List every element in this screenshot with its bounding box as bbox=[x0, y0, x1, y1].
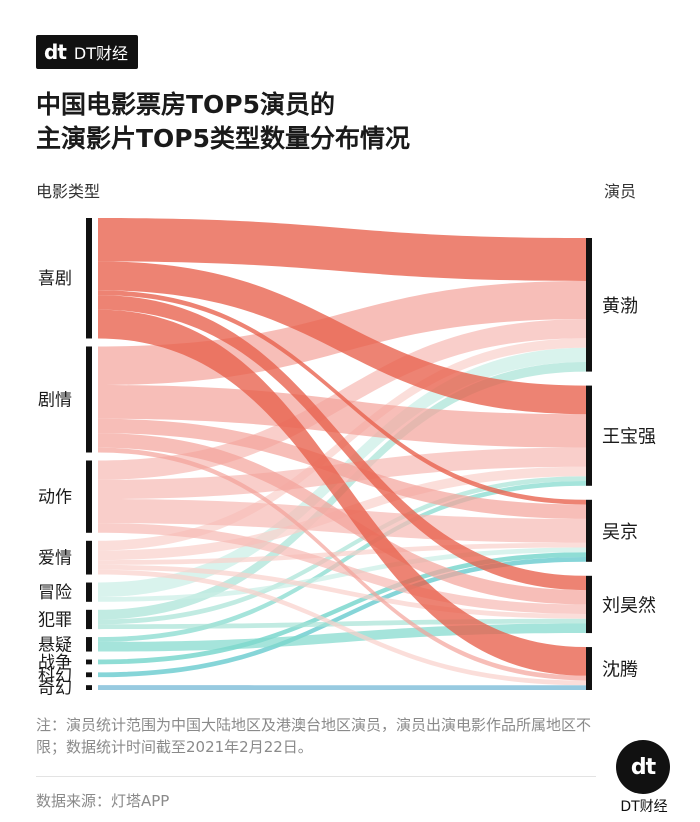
category-bar-科幻 bbox=[86, 672, 92, 678]
category-label: 科幻 bbox=[38, 666, 72, 686]
flow-科幻-吴京 bbox=[98, 557, 586, 678]
dt-logo-icon: dt bbox=[616, 740, 670, 794]
category-bar-喜剧 bbox=[86, 218, 92, 339]
brand-name: DT财经 bbox=[73, 44, 128, 63]
actor-bar-王宝强 bbox=[586, 385, 592, 486]
actor-label: 黄渤 bbox=[602, 296, 638, 317]
category-label: 冒险 bbox=[38, 583, 72, 603]
flow-爱情-刘昊然 bbox=[98, 564, 586, 619]
flow-动作-刘昊然 bbox=[98, 523, 586, 614]
category-label: 战争 bbox=[38, 653, 72, 673]
divider bbox=[36, 776, 596, 777]
flow-剧情-刘昊然 bbox=[98, 433, 586, 605]
category-bar-爱情 bbox=[86, 540, 92, 575]
category-label: 动作 bbox=[38, 488, 72, 508]
right-column-label: 演员 bbox=[604, 182, 637, 201]
flow-悬疑-王宝强 bbox=[98, 481, 586, 642]
category-bar-犯罪 bbox=[86, 609, 92, 630]
category-label: 爱情 bbox=[38, 549, 72, 569]
category-bar-战争 bbox=[86, 659, 92, 665]
flow-喜剧-沈腾 bbox=[98, 309, 586, 676]
flow-爱情-沈腾 bbox=[98, 569, 586, 686]
footnote: 注：演员统计范围为中国大陆地区及港澳台地区演员，演员出演电影作品所属地区不限；数… bbox=[36, 716, 592, 756]
actor-label: 吴京 bbox=[602, 522, 638, 543]
logo-text: DT财经 bbox=[620, 799, 668, 815]
category-bar-奇幻 bbox=[86, 685, 92, 690]
actor-bar-吴京 bbox=[586, 499, 592, 562]
flows-layer bbox=[98, 218, 586, 690]
flow-剧情-沈腾 bbox=[98, 447, 586, 681]
category-bar-剧情 bbox=[86, 346, 92, 453]
flow-战争-吴京 bbox=[98, 552, 586, 665]
flow-喜剧-吴京 bbox=[98, 290, 586, 505]
category-label: 犯罪 bbox=[38, 610, 72, 630]
flow-剧情-王宝强 bbox=[98, 385, 586, 448]
title-line-2: 主演影片TOP5类型数量分布情况 bbox=[36, 124, 411, 153]
category-bar-动作 bbox=[86, 460, 92, 533]
nodes-layer bbox=[86, 218, 592, 690]
actor-label: 沈腾 bbox=[602, 660, 638, 681]
actor-bar-黄渤 bbox=[586, 238, 592, 372]
category-label: 剧情 bbox=[38, 390, 72, 410]
category-bar-冒险 bbox=[86, 582, 92, 602]
data-source: 数据来源：灯塔APP bbox=[36, 792, 170, 810]
chart-title: 中国电影票房TOP5演员的 主演影片TOP5类型数量分布情况 bbox=[36, 88, 410, 156]
flow-犯罪-王宝强 bbox=[98, 476, 586, 625]
actor-bar-沈腾 bbox=[586, 647, 592, 690]
flow-奇幻-沈腾 bbox=[98, 685, 586, 690]
flow-喜剧-黄渤 bbox=[98, 218, 586, 281]
flow-喜剧-王宝强 bbox=[98, 261, 586, 415]
actor-label: 刘昊然 bbox=[602, 595, 656, 616]
title-line-1: 中国电影票房TOP5演员的 bbox=[36, 90, 336, 119]
brand-mark: dt bbox=[44, 40, 67, 64]
left-column-label: 电影类型 bbox=[36, 182, 101, 201]
flow-冒险-吴京 bbox=[98, 547, 586, 602]
actor-label: 王宝强 bbox=[602, 427, 656, 448]
category-label: 悬疑 bbox=[38, 635, 72, 655]
flow-剧情-吴京 bbox=[98, 418, 586, 519]
flow-喜剧-刘昊然 bbox=[98, 295, 586, 591]
category-label: 奇幻 bbox=[38, 679, 72, 699]
category-bar-悬疑 bbox=[86, 637, 92, 652]
brand-badge: dt DT财经 bbox=[36, 35, 138, 69]
actor-bar-刘昊然 bbox=[586, 575, 592, 634]
category-label: 喜剧 bbox=[38, 269, 72, 289]
